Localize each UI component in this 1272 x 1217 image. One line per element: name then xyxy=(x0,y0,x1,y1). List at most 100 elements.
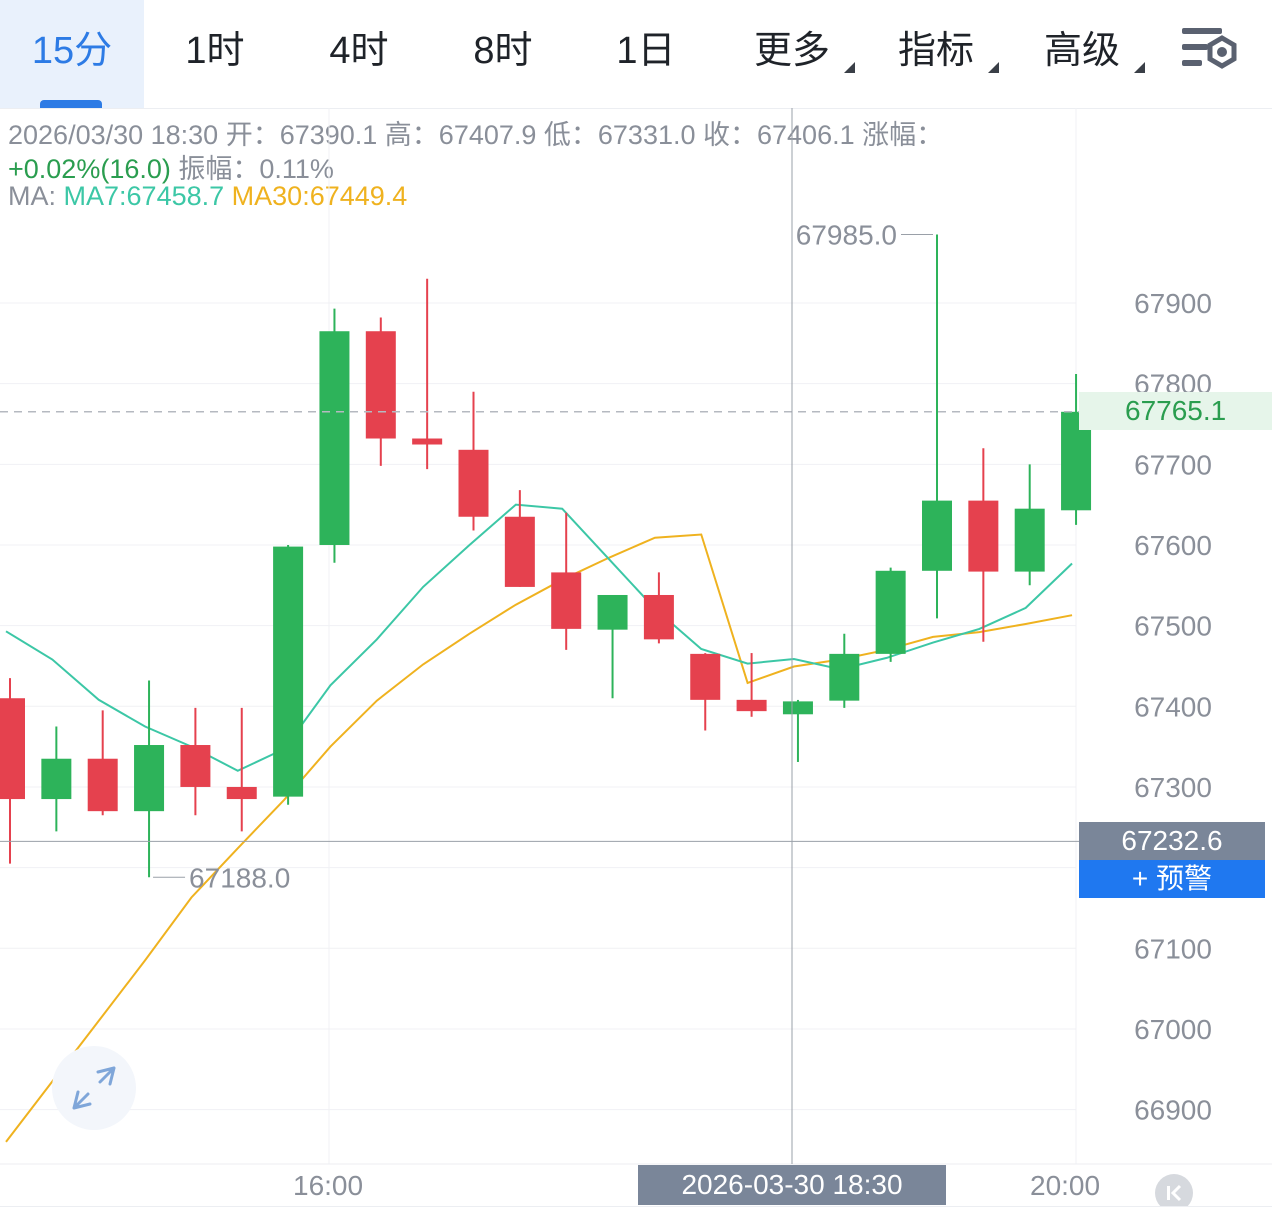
candle-down xyxy=(365,317,396,466)
candle-body xyxy=(690,653,721,700)
tab-more-label: 更多 xyxy=(753,30,830,72)
x-tick-2000-label: 20:00 xyxy=(1030,1170,1101,1201)
chart-settings-icon[interactable] xyxy=(1180,22,1242,80)
candle-body xyxy=(319,331,350,545)
candle-body xyxy=(180,745,211,787)
candle-body xyxy=(968,500,999,572)
low-marker-label: 67188.0 xyxy=(189,862,290,893)
indicators-dropdown-icon xyxy=(988,62,999,73)
active-tab-indicator xyxy=(40,100,102,108)
scroll-to-latest-button[interactable] xyxy=(1155,1174,1193,1212)
candle-up xyxy=(273,544,304,805)
x-tick-2000: 20:00 xyxy=(1030,1170,1100,1202)
x-tick-1600: 16:00 xyxy=(293,1170,363,1202)
candle-body xyxy=(134,745,165,812)
candle-body xyxy=(782,701,813,715)
candle-up xyxy=(1014,464,1045,586)
candle-down xyxy=(690,653,721,731)
crosshair-time-value: 2026-03-30 18:30 xyxy=(681,1169,903,1200)
y-tick-label: 67700 xyxy=(1134,449,1212,480)
candle-body xyxy=(829,653,860,701)
candle-body xyxy=(643,594,674,640)
change-info-line: +0.02%(16.0) 振幅：0.11% xyxy=(8,147,334,186)
ma-info-line: MA: MA7:67458.7 MA30:67449.4 xyxy=(8,181,407,212)
tab-4h[interactable]: 4时 xyxy=(304,0,414,108)
candle-body xyxy=(412,438,443,445)
candle-down xyxy=(504,490,535,587)
current-price-value: 67765.1 xyxy=(1125,395,1227,426)
ma7-line xyxy=(5,503,1073,772)
tab-8h-label: 8时 xyxy=(473,30,533,72)
change-value: +0.02%(16.0) xyxy=(8,154,171,184)
expand-arrows-icon xyxy=(72,1066,116,1110)
tab-1h[interactable]: 1时 xyxy=(162,0,268,108)
candle-down xyxy=(551,512,582,650)
ohlc-text: 2026/03/30 18:30 开：67390.1 高：67407.9 低：6… xyxy=(8,120,944,150)
tab-1d-label: 1日 xyxy=(616,30,676,72)
candle-body xyxy=(365,331,396,439)
tab-1d[interactable]: 1日 xyxy=(592,0,700,108)
advanced-dropdown-icon xyxy=(1134,62,1145,73)
tab-8h[interactable]: 8时 xyxy=(448,0,558,108)
amplitude-text: 振幅：0.11% xyxy=(170,154,334,184)
candle-body xyxy=(458,449,489,517)
candle-down xyxy=(226,707,257,832)
y-tick-label: 67300 xyxy=(1134,772,1212,803)
price-alert-button[interactable]: + 预警 xyxy=(1079,860,1265,898)
candle-down xyxy=(180,707,211,816)
tab-advanced[interactable]: 高级 xyxy=(1032,0,1132,108)
more-dropdown-icon xyxy=(844,62,855,73)
ma30-line xyxy=(5,533,1073,1143)
y-tick-label: 67600 xyxy=(1134,530,1212,561)
candle-body xyxy=(875,570,906,654)
candle-body xyxy=(922,500,952,571)
ohlc-info-line: 2026/03/30 18:30 开：67390.1 高：67407.9 低：6… xyxy=(8,113,943,152)
candle-body xyxy=(41,758,72,800)
ma30-value: MA30:67449.4 xyxy=(231,181,408,211)
y-tick-label: 67900 xyxy=(1134,288,1212,319)
jump-to-latest-icon xyxy=(1167,1184,1182,1202)
candle-up xyxy=(782,699,813,762)
candle-body xyxy=(273,546,304,797)
candle-body xyxy=(87,758,118,812)
tab-15m[interactable]: 15分 xyxy=(0,0,144,108)
crosshair-price-label: 67232.6 xyxy=(1079,822,1265,860)
candle-body xyxy=(736,699,767,712)
candle-body xyxy=(226,786,257,800)
candle-body xyxy=(551,572,582,629)
candle-body xyxy=(504,516,535,587)
y-tick-label: 67400 xyxy=(1134,691,1212,722)
candle-up xyxy=(41,726,72,832)
candles-layer xyxy=(0,234,1092,878)
tab-advanced-label: 高级 xyxy=(1043,30,1120,72)
candle-down xyxy=(968,448,999,642)
candle-up xyxy=(829,633,860,708)
candle-up xyxy=(922,234,952,619)
tab-more[interactable]: 更多 xyxy=(742,0,842,108)
crosshair-price-value: 67232.6 xyxy=(1121,825,1223,856)
tab-15m-label: 15分 xyxy=(31,30,113,72)
candle-up xyxy=(134,680,165,878)
expand-chart-button[interactable] xyxy=(52,1046,136,1130)
candle-down xyxy=(736,653,767,717)
ma-prefix: MA: xyxy=(8,181,64,211)
candle-up xyxy=(875,567,906,662)
ma30-line-layer xyxy=(5,533,1073,1143)
candle-down xyxy=(412,278,443,470)
tab-1h-label: 1时 xyxy=(185,30,245,72)
candle-body xyxy=(597,594,628,630)
volume-strip xyxy=(0,1206,1272,1217)
chart-grid: 66900 67000 67100 67300 67400 67500 67600 67700… xyxy=(0,108,1272,1165)
alert-button-label: + 预警 xyxy=(1131,863,1213,894)
y-tick-label: 67500 xyxy=(1134,611,1212,642)
y-tick-label: 67100 xyxy=(1134,933,1212,964)
candle-down xyxy=(458,391,489,531)
candle-down xyxy=(0,678,25,864)
y-tick-label: 67000 xyxy=(1134,1014,1212,1045)
tab-indicators[interactable]: 指标 xyxy=(886,0,986,108)
candle-down xyxy=(87,710,118,816)
current-price-label: 67765.1 xyxy=(1079,392,1272,430)
candle-up xyxy=(319,308,350,563)
interval-tab-bar: 15分 1时 4时 8时 1日 更多 指标 高级 xyxy=(0,0,1272,109)
high-marker-label: 67985.0 xyxy=(796,219,897,250)
